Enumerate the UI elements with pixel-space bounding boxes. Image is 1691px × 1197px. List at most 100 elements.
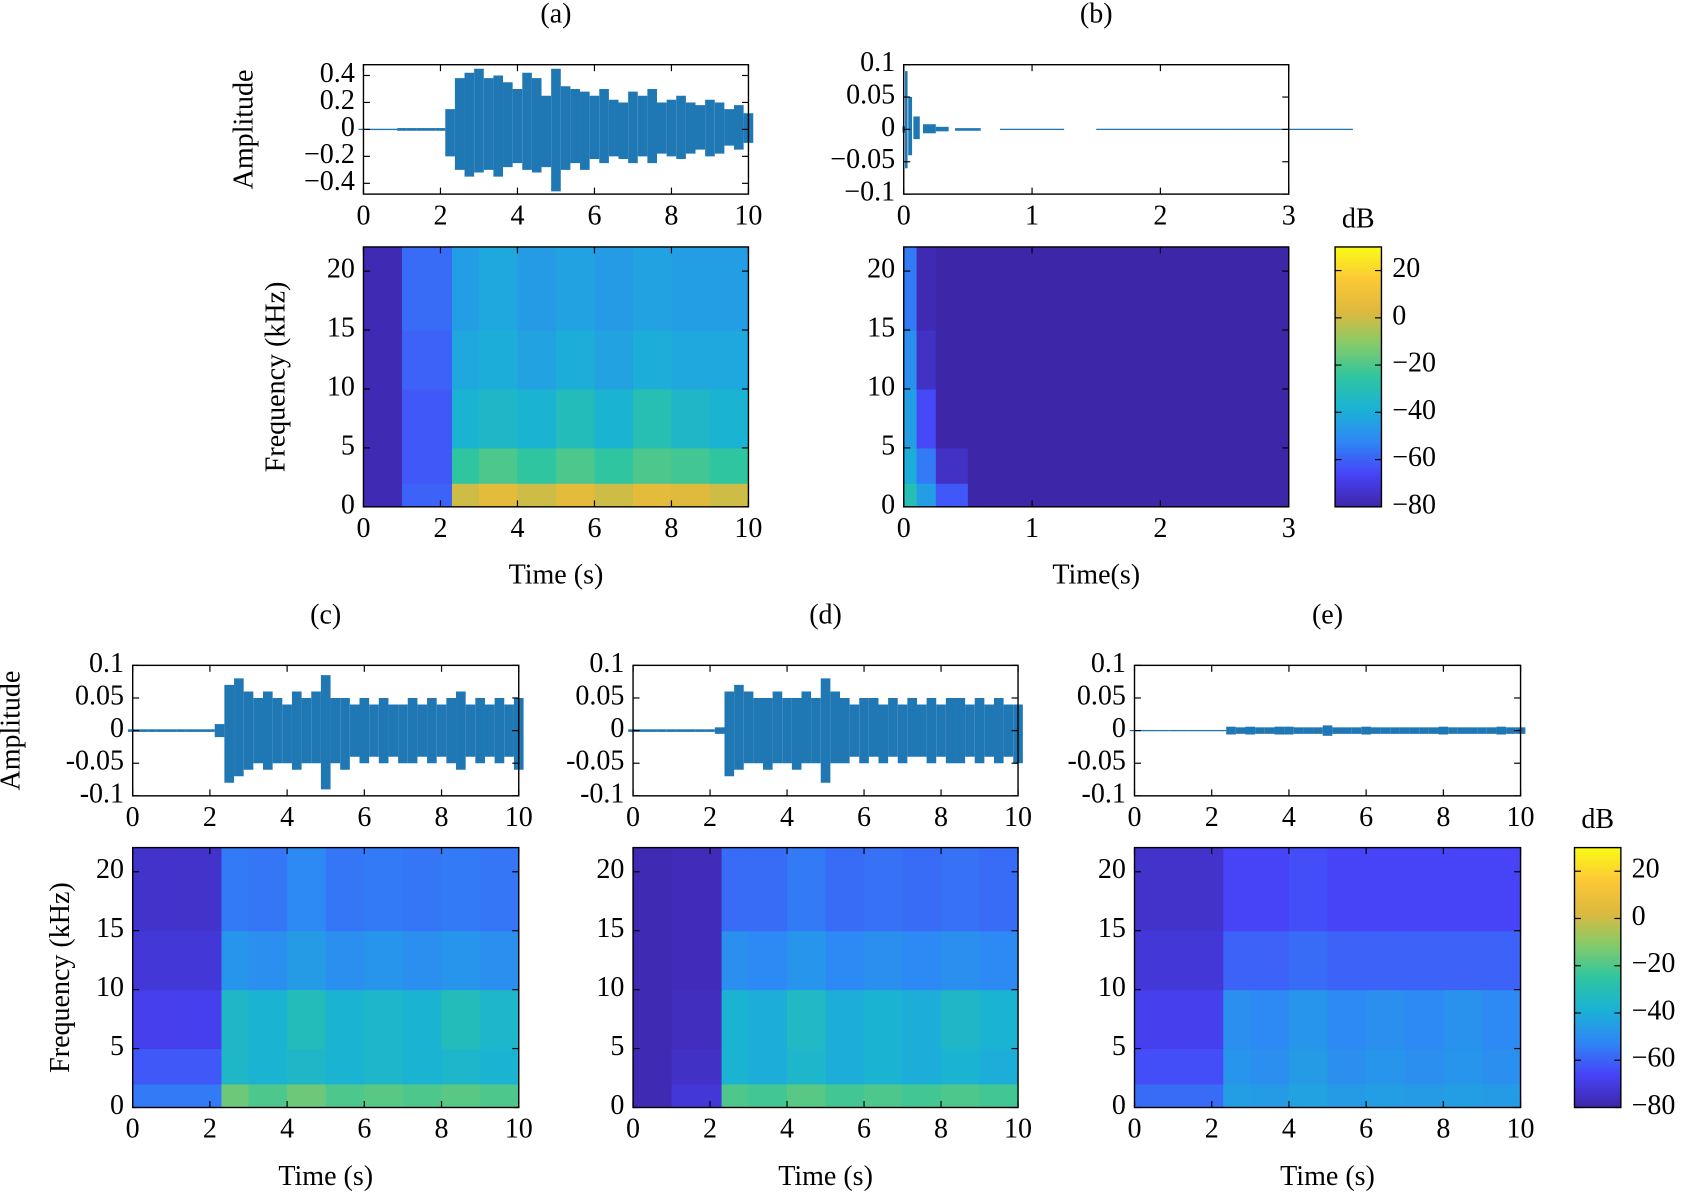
x-axis-label: Time (s): [509, 559, 604, 590]
spectrogram-cell: [1160, 388, 1290, 449]
spectrogram-cell: [671, 1048, 723, 1085]
spectrogram-cell: [401, 483, 453, 508]
x-tick-label: 10: [505, 802, 533, 833]
spectrogram-cell: [555, 330, 595, 390]
spectrogram-cell: [787, 847, 827, 932]
spectrogram-cell: [721, 1083, 750, 1109]
x-tick-label: 10: [1507, 1114, 1535, 1145]
spectrogram-cell: [1443, 989, 1483, 1050]
x-tick-label: 8: [1436, 802, 1450, 833]
spectrogram-cell: [916, 388, 937, 449]
spectrogram-cell: [132, 1048, 172, 1085]
x-tick-label: 8: [435, 1114, 449, 1145]
spectrogram-cell: [967, 246, 1033, 331]
x-tick-label: 6: [587, 513, 601, 544]
y-tick-label: 15: [327, 312, 355, 343]
colorbar-tick-label: −20: [1392, 348, 1436, 379]
x-tick-label: 6: [857, 802, 871, 833]
spectrogram-cell: [671, 246, 711, 331]
panel-title: (a): [540, 0, 571, 30]
x-tick-label: 6: [357, 802, 371, 833]
spectrogram-cell: [402, 930, 443, 991]
spectrogram-cell: [325, 989, 365, 1050]
x-axis-label: Time(s): [1052, 559, 1140, 590]
spectrogram-cell: [480, 989, 520, 1050]
y-tick-label: 0: [110, 713, 124, 744]
spectrogram-cell: [517, 483, 557, 508]
colorbar-tick-label: −80: [1632, 1090, 1676, 1121]
x-axis-label: Time (s): [278, 1161, 373, 1192]
spectrogram-cell: [402, 1048, 443, 1085]
spectrogram-cell: [1404, 1083, 1444, 1109]
panel-title: (c): [310, 599, 341, 630]
y-tick-label: −0.05: [830, 144, 895, 175]
spectrogram-cell: [748, 847, 788, 932]
y-tick-label: 0: [110, 1090, 124, 1121]
x-tick-label: 2: [433, 200, 447, 231]
spectrogram-cell: [941, 1048, 981, 1085]
spectrogram-cell: [916, 483, 937, 508]
spectrogram-cell: [401, 330, 453, 390]
y-tick-label: 0.4: [320, 58, 355, 89]
y-axis-label: Frequency (kHz): [45, 882, 76, 1073]
x-tick-label: 4: [780, 1114, 794, 1145]
spectrogram-cell: [441, 847, 481, 932]
spectrogram-cell: [1366, 930, 1406, 991]
x-tick-label: 0: [626, 802, 640, 833]
x-axis-label: Time (s): [778, 1161, 873, 1192]
x-tick-label: 2: [1153, 513, 1167, 544]
x-tick-label: 8: [1436, 1114, 1450, 1145]
colorbar-tick-label: 20: [1392, 253, 1420, 284]
spectrogram-cell: [903, 447, 918, 484]
spectrogram-cell: [709, 330, 749, 390]
spectrogram-cell: [221, 930, 250, 991]
spectrogram-cell: [132, 930, 172, 991]
spectrogram-cell: [555, 246, 595, 331]
colorbar-tick-label: −20: [1632, 948, 1676, 979]
spectrogram-cell: [1481, 847, 1522, 932]
spectrogram-cell: [1223, 989, 1251, 1050]
y-axis-label: Frequency (kHz): [261, 282, 292, 473]
spectrogram-cell: [864, 930, 904, 991]
panel-title: (e): [1312, 599, 1343, 630]
spectrogram-cell: [1327, 1083, 1367, 1109]
x-tick-label: 2: [703, 802, 717, 833]
x-tick-label: 4: [780, 802, 794, 833]
spectrogram-cell: [633, 1083, 673, 1109]
spectrogram-cell: [1288, 847, 1329, 932]
spectrogram-cell: [594, 483, 634, 508]
spectrogram-cell: [903, 388, 918, 449]
spectrogram-cell: [221, 847, 250, 932]
y-tick-label: 5: [341, 430, 355, 461]
spectrogram-cell: [452, 388, 480, 449]
x-tick-label: 2: [433, 513, 447, 544]
spectrogram-cell: [721, 1048, 750, 1085]
spectrogram-cell: [671, 847, 723, 932]
panel-title: (b): [1080, 0, 1113, 30]
panel-title: (d): [809, 599, 842, 630]
y-tick-label: 15: [1098, 913, 1126, 944]
x-tick-label: 8: [664, 513, 678, 544]
spectrogram-cell: [967, 483, 1033, 508]
spectrogram-cell: [787, 1048, 827, 1085]
spectrogram-cell: [1366, 1083, 1406, 1109]
y-tick-label: 20: [327, 254, 355, 285]
spectrogram-cell: [364, 930, 404, 991]
x-tick-label: 10: [1004, 1114, 1032, 1145]
x-tick-label: 8: [664, 200, 678, 231]
y-tick-label: 0: [610, 1090, 624, 1121]
spectrogram-cell: [401, 388, 453, 449]
spectrogram-cell: [903, 483, 918, 508]
spectrogram-cell: [1160, 447, 1290, 484]
spectrogram-cell: [287, 989, 327, 1050]
spectrogram-cell: [1032, 246, 1161, 331]
spectrogram-cell: [1404, 847, 1444, 932]
spectrogram-cell: [721, 989, 750, 1050]
colorbar: [1573, 846, 1622, 1109]
spectrogram-cell: [825, 1048, 865, 1085]
spectrogram-cell: [941, 1083, 981, 1109]
spectrogram-cell: [671, 330, 711, 390]
x-tick-label: 6: [357, 1114, 371, 1145]
spectrogram-cell: [478, 246, 518, 331]
